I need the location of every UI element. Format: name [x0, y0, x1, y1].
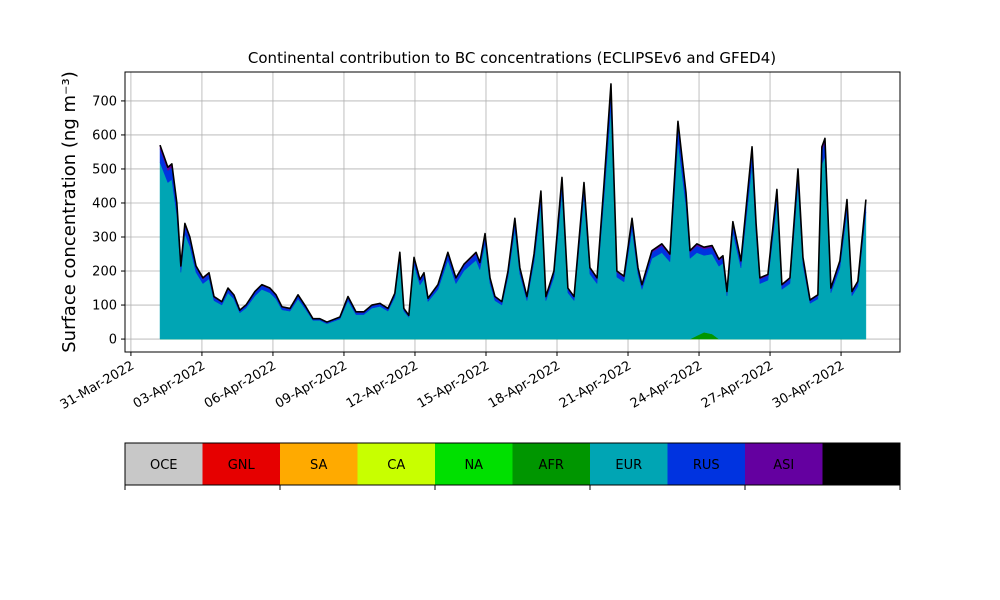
- legend-frame: [124, 442, 901, 486]
- x-tick-label: 27-Apr-2022: [699, 358, 776, 411]
- legend-label: AFR: [539, 458, 564, 473]
- area-series: [159, 107, 867, 340]
- y-tick-label: 300: [92, 231, 117, 246]
- y-tick-label: 200: [92, 265, 117, 280]
- legend-swatch: [667, 443, 746, 485]
- plot-frame: [124, 71, 901, 353]
- legend-swatch: [202, 443, 281, 485]
- x-tick-label: 31-Mar-2022: [58, 358, 137, 412]
- legend-label: AUS: [848, 458, 875, 473]
- legend-label: SA: [310, 458, 327, 473]
- x-tick-label: 09-Apr-2022: [273, 358, 350, 411]
- legend-swatch: [822, 443, 901, 485]
- legend-label: ASI: [773, 458, 794, 473]
- x-tick-label: 18-Apr-2022: [486, 358, 563, 411]
- x-tick-label: 15-Apr-2022: [415, 358, 492, 411]
- y-tick-label: 500: [92, 162, 117, 177]
- legend-label: OCE: [150, 458, 178, 473]
- legend-label: RUS: [693, 458, 720, 473]
- x-tick-label: 12-Apr-2022: [344, 358, 421, 411]
- x-tick-label: 24-Apr-2022: [628, 358, 705, 411]
- legend-swatch: [435, 443, 513, 485]
- x-tick-label: 21-Apr-2022: [557, 358, 634, 411]
- legend-swatch: [590, 443, 668, 485]
- legend-swatch: [280, 443, 358, 485]
- stack-outline: [159, 83, 867, 323]
- x-tick-label: 06-Apr-2022: [202, 358, 279, 411]
- legend-swatch: [745, 443, 823, 485]
- legend-swatch: [125, 443, 203, 485]
- legend-label: EUR: [615, 458, 642, 473]
- legend-swatch: [512, 443, 591, 485]
- legend-swatch: [357, 443, 436, 485]
- chart-title: Continental contribution to BC concentra…: [248, 49, 776, 67]
- y-tick-label: 100: [92, 299, 117, 314]
- legend-label: NA: [464, 458, 483, 473]
- legend-label: CA: [387, 458, 405, 473]
- y-tick-label: 400: [92, 196, 117, 211]
- y-axis-label: Surface concentration (ng m⁻³): [59, 71, 80, 353]
- x-tick-label: 30-Apr-2022: [770, 358, 847, 411]
- y-tick-label: 700: [92, 94, 117, 109]
- y-tick-label: 600: [92, 128, 117, 143]
- y-tick-label: 0: [109, 333, 117, 348]
- legend-label: GNL: [228, 458, 256, 473]
- x-tick-label: 03-Apr-2022: [131, 358, 208, 411]
